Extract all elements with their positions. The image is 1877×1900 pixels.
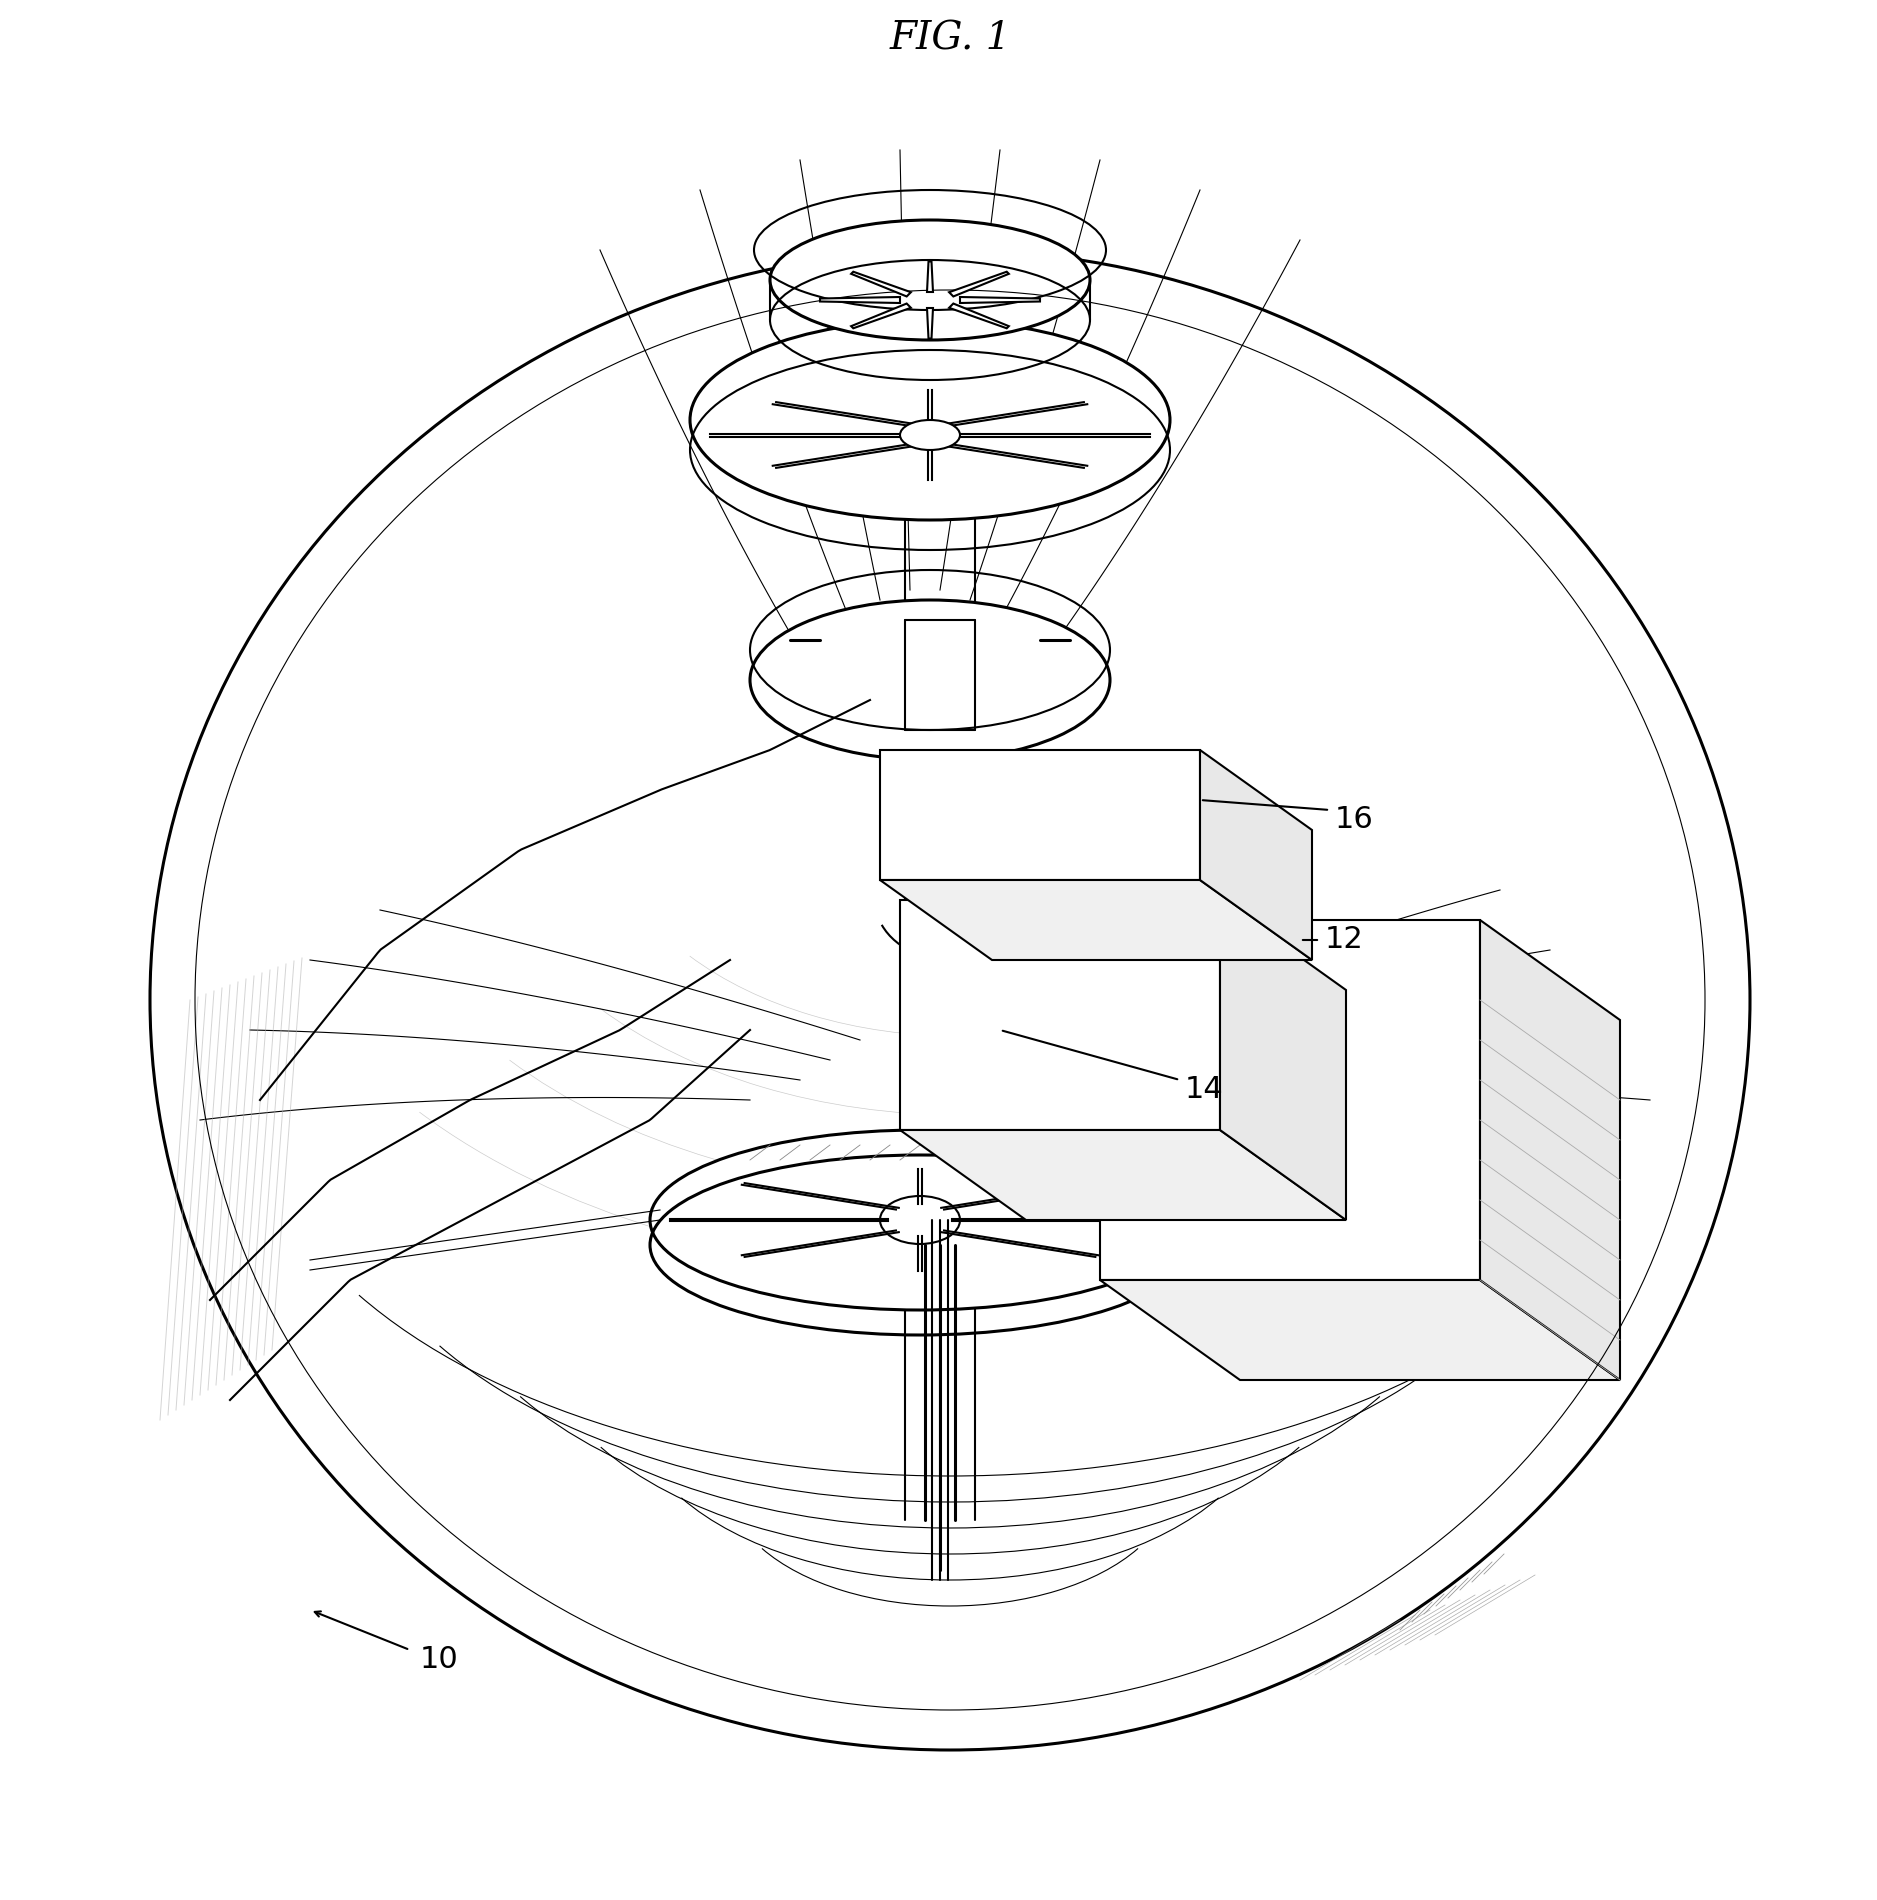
Polygon shape bbox=[1220, 901, 1346, 1220]
Polygon shape bbox=[950, 272, 1008, 296]
Polygon shape bbox=[850, 272, 910, 296]
Polygon shape bbox=[899, 1130, 1346, 1220]
Polygon shape bbox=[820, 296, 899, 302]
Polygon shape bbox=[950, 304, 1008, 329]
Text: 16: 16 bbox=[1335, 806, 1374, 834]
Ellipse shape bbox=[691, 319, 1169, 521]
Ellipse shape bbox=[880, 1195, 959, 1244]
Polygon shape bbox=[880, 880, 1312, 960]
Polygon shape bbox=[959, 296, 1040, 302]
Text: FIG. 1: FIG. 1 bbox=[890, 21, 1010, 57]
Polygon shape bbox=[850, 304, 910, 329]
Ellipse shape bbox=[649, 1130, 1190, 1309]
Polygon shape bbox=[1100, 1281, 1620, 1379]
Ellipse shape bbox=[770, 220, 1091, 340]
Text: 14: 14 bbox=[1184, 1075, 1224, 1104]
Polygon shape bbox=[899, 901, 1220, 1130]
Ellipse shape bbox=[899, 420, 959, 450]
Polygon shape bbox=[1479, 920, 1620, 1379]
Ellipse shape bbox=[751, 600, 1109, 760]
Polygon shape bbox=[1199, 750, 1312, 960]
Polygon shape bbox=[1100, 920, 1479, 1281]
Text: 12: 12 bbox=[1325, 925, 1365, 954]
Text: 10: 10 bbox=[420, 1645, 458, 1674]
Polygon shape bbox=[880, 750, 1199, 880]
Polygon shape bbox=[927, 308, 933, 338]
Polygon shape bbox=[927, 262, 933, 293]
